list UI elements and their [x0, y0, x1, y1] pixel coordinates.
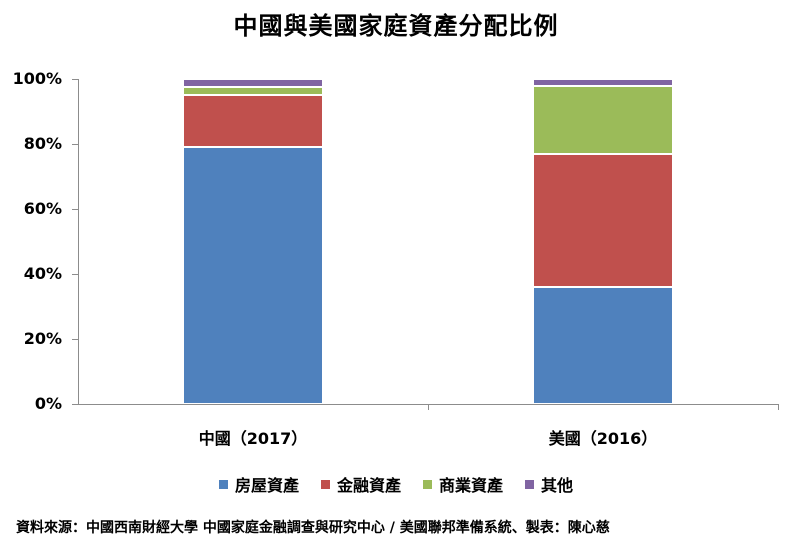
- y-axis-tick: [72, 274, 78, 275]
- legend: 房屋資產 金融資產 商業資產 其他: [0, 472, 792, 496]
- x-axis-tick: [428, 404, 429, 410]
- bar-segment: [533, 79, 673, 86]
- y-axis-tick: [72, 339, 78, 340]
- legend-label: 金融資產: [336, 476, 401, 495]
- y-axis-tick: [72, 209, 78, 210]
- source-note: 資料來源：中國西南財經大學 中國家庭金融調查與研究中心 / 美國聯邦準備系統、製…: [16, 520, 610, 536]
- legend-item-housing: 房屋資產: [218, 472, 299, 496]
- x-label-usa: 美國（2016）: [548, 429, 658, 448]
- bar-segment: [533, 153, 673, 287]
- chart-title: 中國與美國家庭資產分配比例: [233, 12, 559, 40]
- y-axis-tick: [72, 144, 78, 145]
- legend-label: 房屋資產: [234, 476, 299, 495]
- legend-swatch-icon: [525, 479, 535, 489]
- bar-segment: [183, 95, 323, 148]
- y-axis-label: 40%: [23, 264, 62, 283]
- legend-item-other: 其他: [525, 472, 573, 496]
- legend-label: 其他: [541, 476, 574, 495]
- x-label-china: 中國（2017）: [198, 429, 308, 448]
- stacked-bar: [533, 79, 673, 404]
- y-axis-label: 80%: [23, 134, 62, 153]
- y-axis-label: 0%: [34, 394, 62, 413]
- bar-segment: [183, 87, 323, 96]
- y-axis-tick: [72, 404, 78, 405]
- legend-label: 商業資產: [439, 476, 504, 495]
- legend-item-business: 商業資產: [423, 472, 503, 496]
- legend-swatch-icon: [320, 479, 330, 489]
- y-axis-label: 100%: [12, 69, 62, 88]
- y-axis-tick: [72, 79, 78, 80]
- bar-segment: [183, 79, 323, 88]
- y-axis-label: 20%: [23, 329, 62, 348]
- bar-segment: [533, 287, 673, 404]
- y-axis-line: [78, 79, 79, 405]
- bar-segment: [533, 85, 673, 154]
- legend-swatch-icon: [218, 479, 228, 489]
- legend-item-financial: 金融資產: [320, 472, 401, 496]
- y-axis-label: 60%: [23, 199, 62, 218]
- x-axis-tick: [778, 404, 779, 410]
- legend-swatch-icon: [423, 479, 432, 489]
- stacked-bar: [183, 79, 323, 404]
- bar-segment: [183, 147, 323, 404]
